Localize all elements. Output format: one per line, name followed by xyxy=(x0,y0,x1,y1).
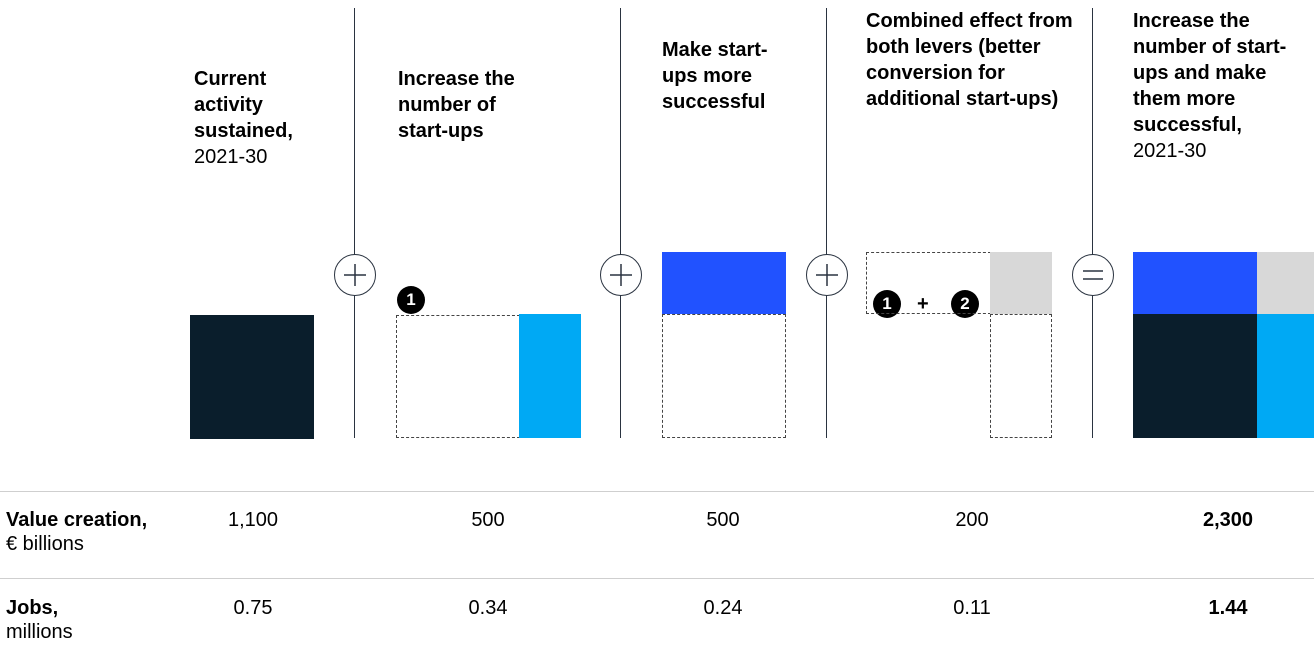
plus-operator-icon xyxy=(806,254,848,296)
table-cell: 1,100 xyxy=(227,509,279,531)
divider-line-2 xyxy=(620,8,621,438)
combined-effect-block xyxy=(990,252,1052,314)
col1-subtitle: 2021-30 xyxy=(194,146,268,168)
col2-heading: Increase the number of start-ups xyxy=(398,66,548,144)
divider-line-3 xyxy=(826,8,827,438)
combined-outline-side xyxy=(990,314,1052,438)
col5-title: Increase the number of start-ups and mak… xyxy=(1133,10,1287,136)
plus-operator-icon xyxy=(600,254,642,296)
combined-outline-top xyxy=(866,252,991,314)
total-combined-block xyxy=(1257,252,1314,314)
baseline-outline-block xyxy=(662,314,786,438)
col5-subtitle: 2021-30 xyxy=(1133,140,1207,162)
col3-title: Make start-ups more successful xyxy=(662,39,768,113)
col1-title: Current activity sustained, xyxy=(194,68,293,142)
more-successful-block xyxy=(662,252,786,314)
baseline-outline-block xyxy=(396,315,520,438)
table-cell: 0.34 xyxy=(468,597,508,619)
col2-title: Increase the number of start-ups xyxy=(398,68,515,142)
current-activity-block xyxy=(190,315,314,439)
total-current-block xyxy=(1133,314,1257,438)
table-cell: 500 xyxy=(471,509,505,531)
lever-1-badge: 1 xyxy=(397,286,425,314)
col1-heading: Current activity sustained, 2021-30 xyxy=(194,66,334,170)
table-cell-total: 1.44 xyxy=(1208,597,1248,619)
table-middle-rule xyxy=(0,578,1314,579)
jobs-label: Jobs, millions xyxy=(6,596,73,644)
col3-heading: Make start-ups more successful xyxy=(662,37,792,115)
divider-line-4 xyxy=(1092,8,1093,438)
col4-heading: Combined effect from both levers (better… xyxy=(866,8,1081,112)
table-top-rule xyxy=(0,491,1314,492)
row-unit: millions xyxy=(6,621,73,643)
table-cell: 0.11 xyxy=(953,597,991,619)
table-cell: 0.24 xyxy=(703,597,743,619)
table-cell-total: 2,300 xyxy=(1202,509,1254,531)
value-creation-label: Value creation, € billions xyxy=(6,508,147,556)
combined-plus-sign: + xyxy=(917,293,929,315)
total-successful-block xyxy=(1133,252,1257,314)
divider-line-1 xyxy=(354,8,355,438)
table-cell: 0.75 xyxy=(233,597,273,619)
row-label: Value creation, xyxy=(6,509,148,531)
col5-heading: Increase the number of start-ups and mak… xyxy=(1133,8,1313,164)
row-unit: € billions xyxy=(6,533,84,555)
equals-operator-icon xyxy=(1072,254,1114,296)
table-cell: 500 xyxy=(706,509,740,531)
col4-title: Combined effect from both levers (better… xyxy=(866,10,1073,110)
row-label: Jobs, xyxy=(6,597,59,619)
more-startups-block xyxy=(519,314,581,438)
total-startups-block xyxy=(1257,314,1314,438)
table-cell: 200 xyxy=(955,509,989,531)
plus-operator-icon xyxy=(334,254,376,296)
